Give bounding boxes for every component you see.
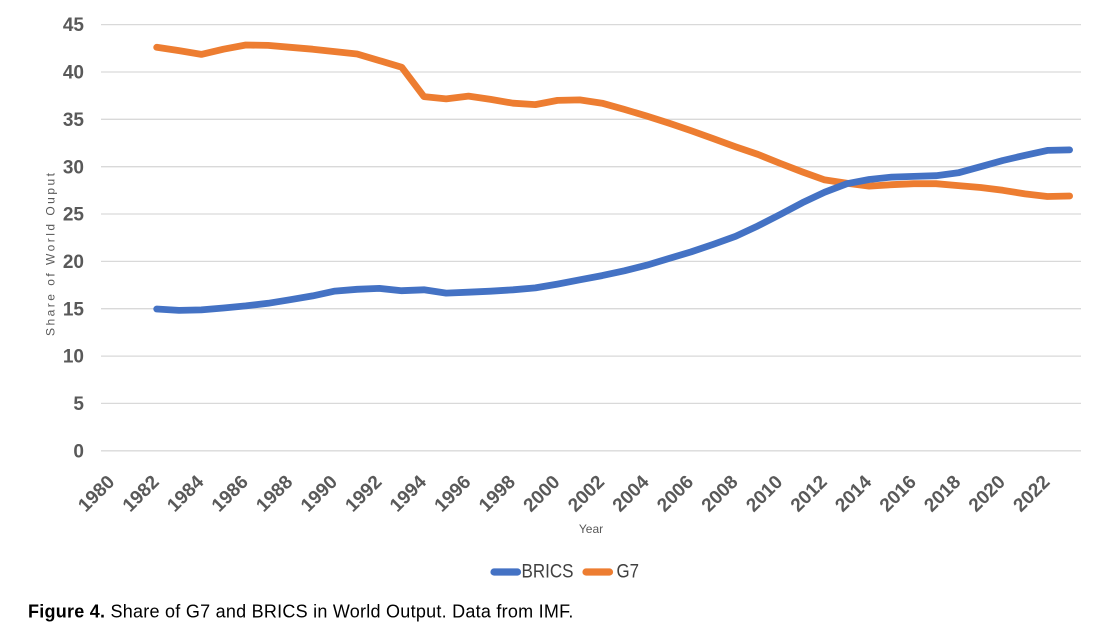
svg-text:Year: Year xyxy=(579,522,603,536)
svg-text:G7: G7 xyxy=(617,562,640,583)
svg-text:35: 35 xyxy=(63,110,85,131)
svg-text:40: 40 xyxy=(63,63,84,84)
svg-text:25: 25 xyxy=(63,205,85,226)
svg-text:30: 30 xyxy=(63,157,84,178)
svg-text:45: 45 xyxy=(63,15,85,36)
svg-text:BRICS: BRICS xyxy=(522,562,574,583)
svg-text:15: 15 xyxy=(63,299,85,320)
svg-text:5: 5 xyxy=(73,394,84,415)
svg-text:Figure 4. Share of G7 and BRIC: Figure 4. Share of G7 and BRICS in World… xyxy=(28,601,574,621)
svg-text:10: 10 xyxy=(63,347,84,368)
svg-text:20: 20 xyxy=(63,252,84,273)
svg-text:0: 0 xyxy=(73,441,84,462)
svg-text:Share of World Ouput: Share of World Ouput xyxy=(44,172,58,336)
